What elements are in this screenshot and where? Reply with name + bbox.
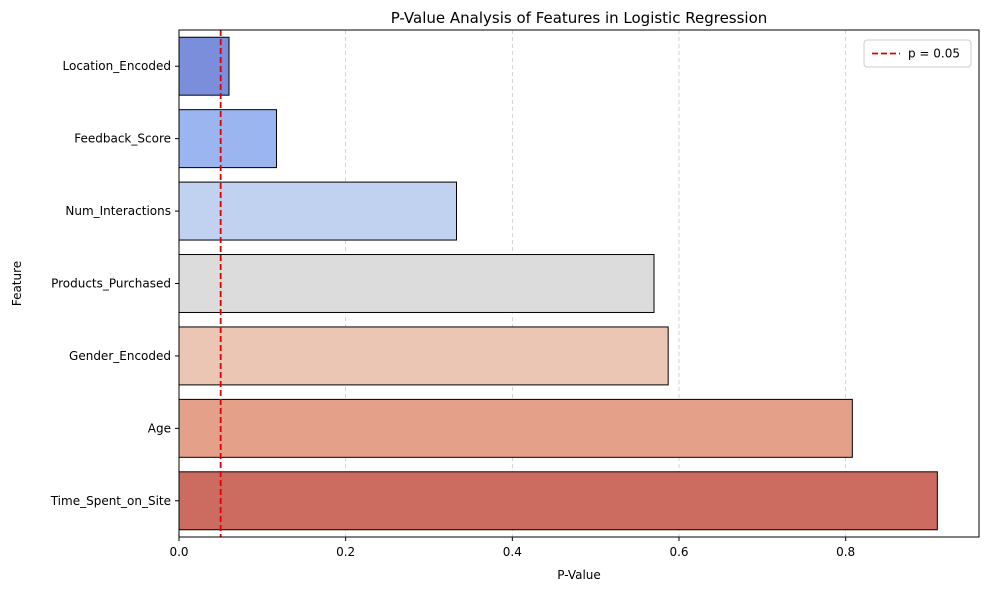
x-ticks: 0.0 0.2 0.4 0.6 0.8 [169, 537, 855, 559]
y-ticks: Location_Encoded Feedback_Score Num_Intera… [50, 59, 179, 508]
bar-gender-encoded [178, 326, 669, 386]
bar-time-spent-on-site [178, 471, 938, 531]
legend-label: p = 0.05 [908, 47, 960, 61]
x-tick-label: 0.2 [336, 545, 355, 559]
y-tick-label: Age [148, 421, 171, 435]
legend: p = 0.05 [863, 39, 972, 68]
y-tick-label: Products_Purchased [51, 277, 171, 291]
y-tick-label: Location_Encoded [63, 59, 172, 73]
bar-products-purchased [178, 254, 655, 313]
y-tick-label: Num_Interactions [65, 204, 171, 218]
y-axis-title: Feature [10, 261, 24, 306]
chart-title: P-Value Analysis of Features in Logistic… [391, 9, 768, 27]
legend-box [863, 39, 972, 68]
y-tick-label: Time_Spent_on_Site [50, 494, 171, 508]
bar-num-interactions [178, 181, 457, 241]
x-tick-label: 0.8 [836, 545, 855, 559]
y-tick-label: Gender_Encoded [69, 349, 171, 363]
x-tick-label: 0.4 [503, 545, 522, 559]
x-tick-label: 0.6 [669, 545, 688, 559]
bar-age [178, 398, 853, 458]
x-axis-title: P-Value [557, 568, 601, 582]
y-tick-label: Feedback_Score [74, 132, 171, 146]
x-tick-label: 0.0 [169, 545, 188, 559]
bars-layer [178, 36, 938, 531]
bar-feedback-score [178, 109, 277, 169]
